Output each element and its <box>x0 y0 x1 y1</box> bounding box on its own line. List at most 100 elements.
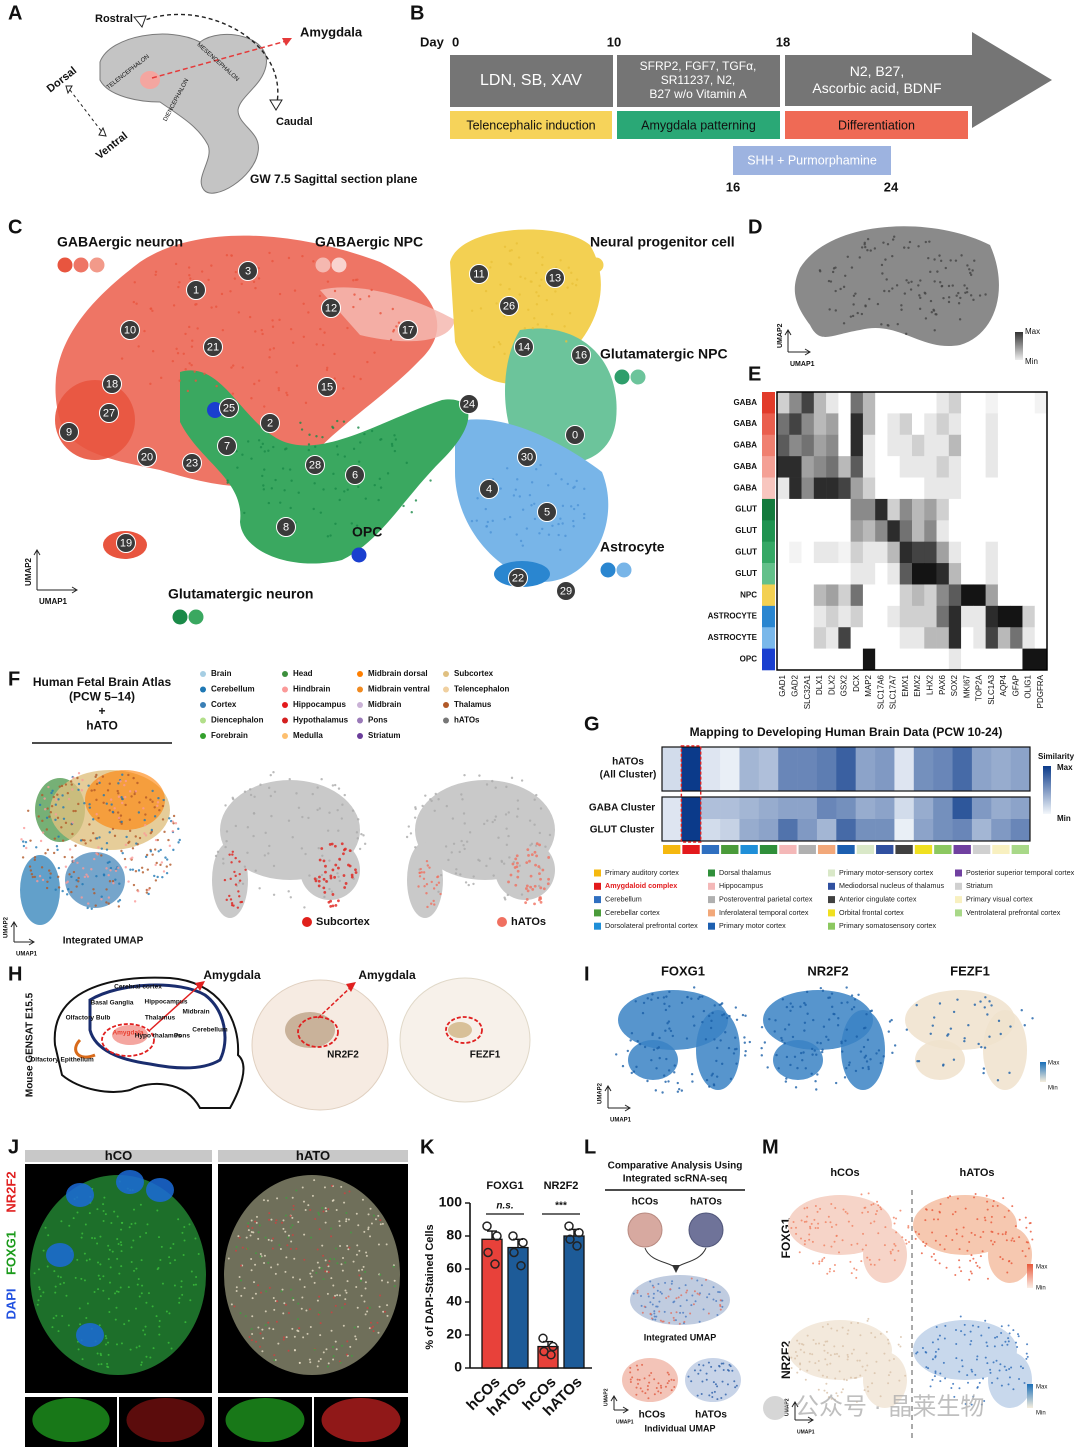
cell-dot <box>365 1254 368 1257</box>
cell-dot <box>689 1312 692 1315</box>
cell-dot <box>639 1387 642 1390</box>
heatmap-cell <box>875 413 888 436</box>
legend-swatch <box>443 686 449 693</box>
cell-dot <box>507 880 510 884</box>
cell-dot <box>668 990 671 994</box>
cell-dot <box>878 1258 881 1261</box>
cell-dot <box>1008 1368 1011 1371</box>
cell-dot <box>815 1088 818 1091</box>
cell-dot <box>472 882 475 886</box>
cell-dot <box>309 1325 312 1328</box>
cell-dot <box>55 845 59 848</box>
cell-dot <box>157 1236 160 1239</box>
cell-dot <box>534 844 538 847</box>
cell-dot <box>839 287 842 291</box>
cell-dot <box>72 859 75 863</box>
cell-dot <box>860 312 864 316</box>
cell-dot <box>853 1267 856 1270</box>
cell-dot <box>231 796 234 800</box>
cell-dot <box>721 1299 724 1302</box>
cell-dot <box>386 472 390 475</box>
cell-dot <box>38 874 42 878</box>
umap-blob <box>841 1010 885 1090</box>
heatmap-cell <box>1010 584 1023 607</box>
heatmap-cell <box>838 434 851 457</box>
heatmap-cell <box>838 392 851 414</box>
cell-dot <box>864 1054 868 1057</box>
cell-dot <box>861 1066 865 1070</box>
rosette <box>116 1170 144 1194</box>
cell-dot <box>57 798 60 801</box>
cell-dot <box>295 1247 298 1250</box>
cell-dot <box>278 318 281 322</box>
heatmap-cell <box>887 648 901 671</box>
cell-dot <box>334 522 337 525</box>
cluster-region <box>505 328 617 464</box>
cell-dot <box>156 875 159 879</box>
cell-dot <box>821 1325 824 1328</box>
cell-dot <box>424 794 427 797</box>
panel-letter: M <box>762 1136 779 1158</box>
cell-dot <box>1003 1365 1006 1368</box>
cell-dot <box>320 873 324 877</box>
cell-dot <box>707 1312 710 1315</box>
cell-dot <box>794 1086 798 1089</box>
cell-dot <box>806 1215 809 1218</box>
cell-dot <box>225 839 228 843</box>
dashed-axis <box>69 89 103 133</box>
cell-dot <box>394 438 398 441</box>
cell-dot <box>1017 1335 1020 1338</box>
cluster-number: 28 <box>309 459 321 471</box>
cell-dot <box>829 1267 832 1270</box>
cell-dot <box>679 1304 682 1307</box>
cluster-badge <box>102 374 122 394</box>
cell-dot <box>222 862 225 865</box>
cell-dot <box>124 843 128 847</box>
cell-dot <box>804 1003 807 1007</box>
cell-dot <box>102 873 106 876</box>
cell-dot <box>315 1271 318 1274</box>
cell-dot <box>158 1320 161 1323</box>
cell-dot <box>531 327 535 330</box>
cell-dot <box>868 1258 871 1261</box>
cell-dot <box>867 1317 870 1320</box>
cell-dot <box>289 1288 292 1291</box>
region-swatch <box>992 845 1010 854</box>
cell-dot <box>54 888 57 891</box>
cluster-number: 4 <box>486 483 492 495</box>
heatmap-cell <box>985 520 999 542</box>
cell-dot <box>629 1378 632 1381</box>
heatmap-cell <box>816 819 837 841</box>
cell-dot <box>883 1352 886 1355</box>
cell-dot <box>254 1263 257 1266</box>
cell-dot <box>232 364 235 367</box>
cell-dot <box>851 314 855 318</box>
heatmap-cell <box>826 498 839 521</box>
cell-dot <box>1007 1337 1010 1340</box>
cell-dot <box>907 1225 910 1228</box>
cell-dot <box>210 306 213 309</box>
cell-dot <box>329 1258 332 1261</box>
cell-dot <box>929 1032 932 1036</box>
heatmap-cell <box>997 648 1011 671</box>
cluster-number: 30 <box>521 451 533 463</box>
cell-dot <box>83 802 86 805</box>
cell-dot <box>369 1321 372 1324</box>
heatmap-cell <box>813 584 827 607</box>
cell-dot <box>249 1234 252 1237</box>
cell-dot <box>304 1208 307 1211</box>
cell-dot <box>62 817 66 820</box>
cell-dot <box>799 1237 802 1240</box>
heatmap-cell <box>997 605 1011 628</box>
heatmap-cell <box>758 747 779 791</box>
legend-swatch <box>200 671 206 677</box>
cell-dot <box>331 868 335 872</box>
cell-dot <box>927 256 930 260</box>
heatmap-cell <box>1034 456 1048 478</box>
cell-dot <box>877 1049 881 1052</box>
heatmap-cell <box>826 627 839 649</box>
cell-dot <box>641 1363 644 1366</box>
heatmap-cell <box>1034 605 1048 628</box>
cell-dot <box>95 837 99 840</box>
cell-dot <box>969 1270 972 1273</box>
